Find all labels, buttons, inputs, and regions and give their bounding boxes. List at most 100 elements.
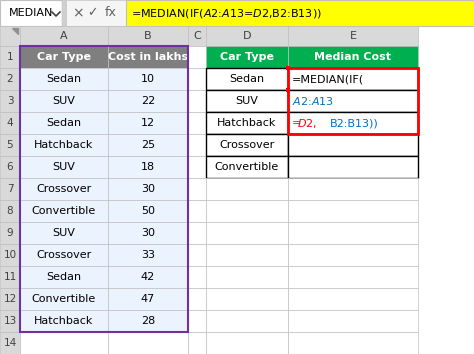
Bar: [288, 68, 418, 90]
Bar: [126, 0, 474, 26]
Text: 12: 12: [3, 294, 17, 304]
Bar: [206, 288, 288, 310]
Text: 4: 4: [7, 118, 13, 128]
Bar: [206, 200, 288, 222]
Bar: [188, 46, 206, 68]
Text: Cost in lakhs: Cost in lakhs: [108, 52, 188, 62]
Bar: [288, 46, 418, 68]
Text: Hatchback: Hatchback: [34, 140, 94, 150]
Bar: [20, 288, 108, 310]
Text: 10: 10: [141, 74, 155, 84]
Text: =MEDIAN(IF(: =MEDIAN(IF(: [292, 74, 364, 84]
Text: C: C: [193, 31, 201, 41]
Text: 42: 42: [141, 272, 155, 282]
Text: 30: 30: [141, 184, 155, 194]
Bar: [0, 244, 20, 266]
Text: SUV: SUV: [53, 96, 75, 106]
Text: 5: 5: [7, 140, 13, 150]
Bar: [20, 26, 108, 46]
Text: 9: 9: [7, 228, 13, 238]
Text: 11: 11: [3, 272, 17, 282]
Text: SUV: SUV: [53, 228, 75, 238]
Text: Convertible: Convertible: [32, 294, 96, 304]
Text: Convertible: Convertible: [32, 206, 96, 216]
Bar: [288, 288, 418, 310]
Bar: [108, 156, 188, 178]
Text: 7: 7: [7, 184, 13, 194]
Bar: [20, 200, 108, 222]
Bar: [0, 46, 20, 68]
Bar: [188, 244, 206, 266]
Bar: [188, 90, 206, 112]
Bar: [206, 134, 288, 156]
Bar: [188, 134, 206, 156]
Text: Sedan: Sedan: [46, 272, 82, 282]
Text: A: A: [60, 31, 68, 41]
Bar: [288, 310, 418, 332]
Bar: [286, 88, 290, 92]
Text: 10: 10: [3, 250, 17, 260]
Bar: [206, 46, 288, 68]
Bar: [206, 332, 288, 354]
Bar: [206, 26, 288, 46]
Bar: [206, 68, 288, 90]
Bar: [108, 134, 188, 156]
Text: SUV: SUV: [236, 96, 258, 106]
Bar: [188, 68, 206, 90]
Polygon shape: [12, 28, 18, 34]
Text: B: B: [144, 31, 152, 41]
Text: ×: ×: [72, 6, 84, 20]
Bar: [0, 0, 62, 26]
Text: 2: 2: [7, 74, 13, 84]
Bar: [188, 266, 206, 288]
Bar: [0, 288, 20, 310]
Bar: [108, 200, 188, 222]
Bar: [206, 112, 288, 134]
Text: Median Cost: Median Cost: [315, 52, 392, 62]
Bar: [206, 266, 288, 288]
Bar: [20, 178, 108, 200]
Bar: [0, 200, 20, 222]
Bar: [108, 68, 188, 90]
Text: Hatchback: Hatchback: [34, 316, 94, 326]
Text: fx: fx: [105, 6, 117, 19]
Text: Hatchback: Hatchback: [217, 118, 277, 128]
Bar: [20, 310, 108, 332]
Bar: [20, 332, 108, 354]
Bar: [108, 46, 188, 68]
Text: 25: 25: [141, 140, 155, 150]
Bar: [0, 178, 20, 200]
Text: 8: 8: [7, 206, 13, 216]
Text: 30: 30: [141, 228, 155, 238]
Bar: [188, 288, 206, 310]
Text: Car Type: Car Type: [220, 52, 274, 62]
Bar: [108, 266, 188, 288]
Bar: [0, 156, 20, 178]
Bar: [288, 134, 418, 156]
Text: 33: 33: [141, 250, 155, 260]
Text: =MEDIAN(IF($A$2:$A$13=$D$2,B2:B13)): =MEDIAN(IF($A$2:$A$13=$D$2,B2:B13)): [131, 6, 322, 19]
Bar: [0, 222, 20, 244]
Bar: [108, 222, 188, 244]
Bar: [188, 332, 206, 354]
Text: Crossover: Crossover: [219, 140, 274, 150]
Text: Sedan: Sedan: [46, 118, 82, 128]
Bar: [188, 112, 206, 134]
Bar: [206, 310, 288, 332]
Text: 12: 12: [141, 118, 155, 128]
Text: Crossover: Crossover: [36, 184, 91, 194]
Bar: [108, 310, 188, 332]
Bar: [206, 222, 288, 244]
Bar: [66, 0, 126, 26]
Text: D: D: [243, 31, 251, 41]
Text: 14: 14: [3, 338, 17, 348]
Bar: [206, 178, 288, 200]
Text: E: E: [349, 31, 356, 41]
Text: 13: 13: [3, 316, 17, 326]
Text: 3: 3: [7, 96, 13, 106]
Bar: [20, 222, 108, 244]
Bar: [0, 112, 20, 134]
Bar: [288, 68, 418, 134]
Text: Convertible: Convertible: [215, 162, 279, 172]
Text: 50: 50: [141, 206, 155, 216]
